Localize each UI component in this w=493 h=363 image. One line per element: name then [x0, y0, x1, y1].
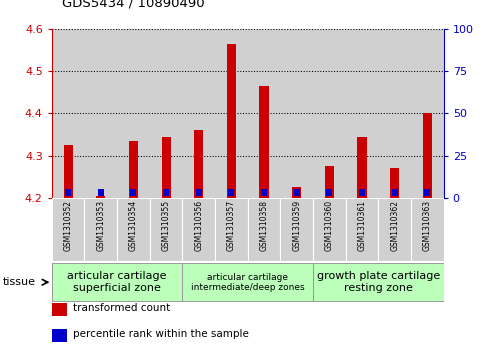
Bar — [424, 188, 430, 196]
Bar — [182, 263, 313, 301]
Text: GSM1310352: GSM1310352 — [64, 200, 72, 251]
Bar — [215, 198, 247, 261]
Bar — [281, 29, 313, 198]
Text: GSM1310360: GSM1310360 — [325, 200, 334, 251]
Bar — [64, 145, 72, 198]
Text: GSM1310354: GSM1310354 — [129, 200, 138, 251]
Bar — [194, 130, 203, 198]
Bar — [150, 29, 182, 198]
Bar — [411, 29, 444, 198]
Bar — [98, 188, 104, 196]
Bar — [346, 198, 378, 261]
Bar — [261, 188, 267, 196]
Bar — [357, 136, 367, 198]
Bar — [182, 29, 215, 198]
Bar — [52, 303, 68, 316]
Text: tissue: tissue — [2, 277, 35, 287]
Text: percentile rank within the sample: percentile rank within the sample — [73, 329, 249, 339]
Bar — [411, 198, 444, 261]
Text: GSM1310353: GSM1310353 — [96, 200, 106, 251]
Bar — [215, 29, 247, 198]
Text: GSM1310363: GSM1310363 — [423, 200, 432, 251]
Bar — [196, 188, 202, 196]
Text: GDS5434 / 10890490: GDS5434 / 10890490 — [62, 0, 204, 9]
Text: GSM1310361: GSM1310361 — [357, 200, 367, 251]
Bar — [247, 29, 281, 198]
Bar — [52, 329, 68, 342]
Bar — [247, 198, 281, 261]
Bar — [129, 141, 138, 198]
Bar — [227, 44, 236, 198]
Bar — [313, 29, 346, 198]
Bar — [65, 188, 71, 196]
Bar — [84, 198, 117, 261]
Bar — [117, 29, 150, 198]
Text: transformed count: transformed count — [73, 303, 171, 313]
Bar — [150, 198, 182, 261]
Bar — [131, 188, 137, 196]
Bar — [325, 166, 334, 198]
Bar — [294, 188, 300, 196]
Bar — [163, 188, 169, 196]
Bar — [182, 198, 215, 261]
Text: articular cartilage
intermediate/deep zones: articular cartilage intermediate/deep zo… — [191, 273, 305, 292]
Bar — [378, 198, 411, 261]
Bar — [259, 86, 269, 198]
Bar — [392, 188, 398, 196]
Bar — [52, 198, 84, 261]
Bar — [292, 187, 301, 198]
Bar — [52, 263, 182, 301]
Bar — [313, 263, 444, 301]
Text: growth plate cartilage
resting zone: growth plate cartilage resting zone — [317, 272, 440, 293]
Bar — [52, 29, 84, 198]
Bar — [313, 198, 346, 261]
Text: GSM1310362: GSM1310362 — [390, 200, 399, 251]
Bar — [228, 188, 234, 196]
Bar — [96, 196, 106, 198]
Bar — [117, 198, 150, 261]
Bar — [346, 29, 378, 198]
Bar — [359, 188, 365, 196]
Bar — [326, 188, 332, 196]
Text: GSM1310359: GSM1310359 — [292, 200, 301, 251]
Bar — [281, 198, 313, 261]
Text: GSM1310358: GSM1310358 — [259, 200, 269, 251]
Text: GSM1310356: GSM1310356 — [194, 200, 203, 251]
Text: articular cartilage
superficial zone: articular cartilage superficial zone — [68, 272, 167, 293]
Text: GSM1310357: GSM1310357 — [227, 200, 236, 251]
Bar — [84, 29, 117, 198]
Bar — [162, 136, 171, 198]
Bar — [378, 29, 411, 198]
Bar — [423, 114, 432, 198]
Text: GSM1310355: GSM1310355 — [162, 200, 171, 251]
Bar — [390, 168, 399, 198]
